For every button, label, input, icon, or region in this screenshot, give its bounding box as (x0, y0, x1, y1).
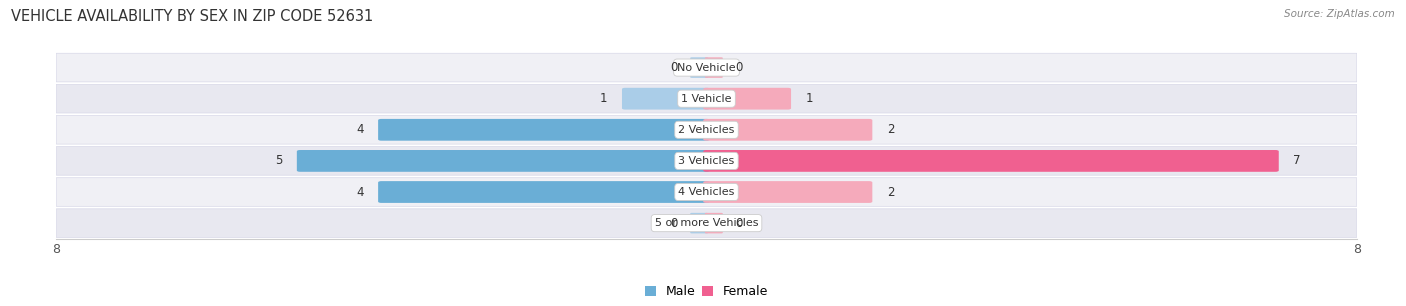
FancyBboxPatch shape (690, 213, 709, 233)
FancyBboxPatch shape (703, 88, 792, 110)
FancyBboxPatch shape (56, 53, 1357, 82)
FancyBboxPatch shape (56, 147, 1357, 175)
Text: 7: 7 (1294, 155, 1301, 167)
Text: 4: 4 (356, 185, 364, 199)
Text: 4 Vehicles: 4 Vehicles (678, 187, 735, 197)
FancyBboxPatch shape (378, 181, 710, 203)
Text: 2: 2 (887, 185, 894, 199)
Text: 2 Vehicles: 2 Vehicles (678, 125, 735, 135)
FancyBboxPatch shape (56, 115, 1357, 144)
Text: 5: 5 (274, 155, 283, 167)
Legend: Male, Female: Male, Female (640, 280, 773, 303)
Text: 1: 1 (600, 92, 607, 105)
Text: 3 Vehicles: 3 Vehicles (678, 156, 735, 166)
Text: 1: 1 (806, 92, 813, 105)
FancyBboxPatch shape (56, 84, 1357, 113)
FancyBboxPatch shape (703, 150, 1279, 172)
FancyBboxPatch shape (703, 119, 872, 141)
FancyBboxPatch shape (703, 181, 872, 203)
FancyBboxPatch shape (56, 209, 1357, 237)
FancyBboxPatch shape (297, 150, 710, 172)
Text: 5 or more Vehicles: 5 or more Vehicles (655, 218, 758, 228)
FancyBboxPatch shape (690, 57, 709, 78)
Text: VEHICLE AVAILABILITY BY SEX IN ZIP CODE 52631: VEHICLE AVAILABILITY BY SEX IN ZIP CODE … (11, 9, 374, 24)
Text: 4: 4 (356, 123, 364, 136)
Text: 0: 0 (671, 61, 678, 74)
Text: No Vehicle: No Vehicle (678, 62, 735, 73)
Text: 0: 0 (735, 61, 742, 74)
FancyBboxPatch shape (621, 88, 710, 110)
Text: Source: ZipAtlas.com: Source: ZipAtlas.com (1284, 9, 1395, 19)
Text: 2: 2 (887, 123, 894, 136)
Text: 1 Vehicle: 1 Vehicle (682, 94, 731, 104)
FancyBboxPatch shape (704, 57, 723, 78)
Text: 0: 0 (671, 217, 678, 230)
FancyBboxPatch shape (704, 213, 723, 233)
Text: 0: 0 (735, 217, 742, 230)
FancyBboxPatch shape (378, 119, 710, 141)
FancyBboxPatch shape (56, 178, 1357, 206)
